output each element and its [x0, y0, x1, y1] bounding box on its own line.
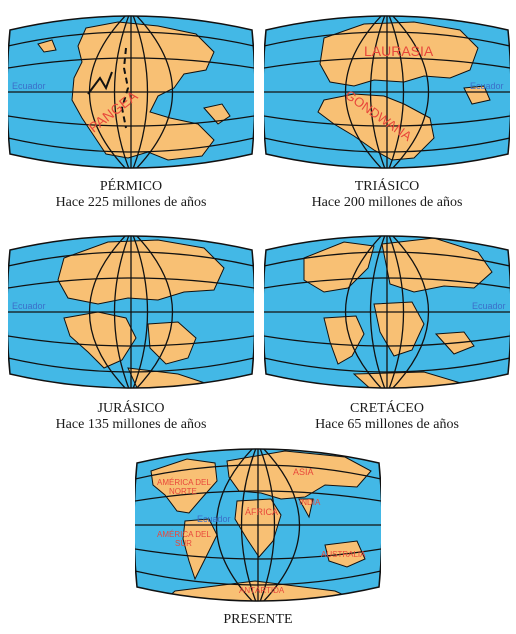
age-text: Hace 65 millones de años	[315, 417, 459, 432]
north-america-label-line2: NORTE	[169, 487, 197, 496]
period-title: JURÁSICO	[97, 401, 165, 416]
period-title: PÉRMICO	[99, 179, 163, 194]
antarctica-label: ANTÁRTIDA	[239, 586, 285, 595]
south-america-label-line1: AMÉRICA DEL	[157, 530, 211, 539]
present-map: Ecuador AMÉRICA DEL NORTE AMÉRICA DEL SU…	[135, 441, 381, 609]
cretaceous-map: Ecuador	[264, 228, 510, 396]
equator-label: Ecuador	[12, 301, 46, 311]
laurasia-landmass	[319, 21, 479, 87]
india-label: INDIA	[299, 498, 321, 507]
permian-caption: PÉRMICO Hace 225 millones de años	[8, 179, 254, 211]
period-title: PRESENTE	[223, 612, 293, 627]
period-title: TRIÁSICO	[354, 179, 420, 194]
cretaceous-caption: CRETÁCEO Hace 65 millones de años	[264, 401, 510, 433]
jurassic-caption: JURÁSICO Hace 135 millones de años	[8, 401, 254, 433]
jurassic-map: Ecuador	[8, 228, 254, 396]
equator-label: Ecuador	[197, 514, 231, 524]
age-text: Hace 200 millones de años	[311, 195, 463, 210]
equator-label: Ecuador	[470, 81, 504, 91]
period-title: CRETÁCEO	[350, 401, 424, 416]
triassic-caption: TRIÁSICO Hace 200 millones de años	[264, 179, 510, 211]
present-caption: PRESENTE	[135, 612, 381, 628]
australia-label: AUSTRALIA	[321, 550, 366, 559]
permian-map: Ecuador PANGEA	[8, 8, 254, 176]
equator-label: Ecuador	[12, 81, 46, 91]
equator-label: Ecuador	[472, 301, 506, 311]
age-text: Hace 135 millones de años	[55, 417, 207, 432]
north-america-label-line1: AMÉRICA DEL	[157, 478, 211, 487]
south-america-label-line2: SUR	[175, 539, 192, 548]
age-text: Hace 225 millones de años	[55, 195, 207, 210]
triassic-map: Ecuador LAURASIA GONDWANA	[264, 8, 510, 176]
asia-label: ASIA	[293, 467, 314, 477]
laurasia-label: LAURASIA	[364, 43, 434, 59]
africa-label: ÁFRICA	[245, 507, 278, 517]
